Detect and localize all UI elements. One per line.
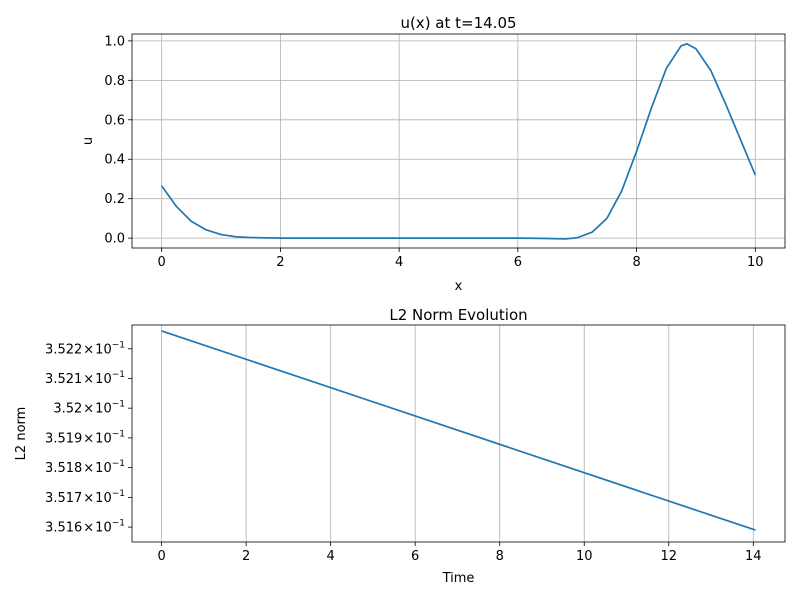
x-tick-label: 6 (411, 549, 419, 564)
y-tick-label: 3.516×10−1 (45, 519, 125, 536)
y-tick-label: 0.8 (104, 74, 125, 89)
y-tick-label: 0.2 (104, 192, 125, 207)
y-axis-label: L2 norm (14, 407, 29, 461)
y-tick-label: 3.517×10−1 (45, 489, 125, 506)
x-tick-label: 8 (632, 255, 640, 270)
y-tick-label: 3.522×10−1 (45, 340, 125, 357)
series-layer (161, 330, 756, 531)
x-tick-label: 6 (514, 255, 522, 270)
x-tick-label: 2 (242, 549, 250, 564)
x-tick-label: 10 (747, 255, 764, 270)
y-tick-label: 3.519×10−1 (45, 429, 125, 446)
series-layer (160, 43, 757, 240)
x-tick-label: 0 (157, 549, 165, 564)
y-axis-label: u (81, 137, 96, 145)
grid-lines (132, 34, 785, 248)
x-axis-label: Time (442, 571, 475, 586)
grid-lines (161, 325, 754, 542)
x-tick-label: 12 (660, 549, 677, 564)
x-tick-label: 4 (395, 255, 403, 270)
x-tick-label: 4 (327, 549, 335, 564)
x-tick-label: 8 (496, 549, 504, 564)
tick-layer: 0 2 4 6 8 10 0.0 0.2 0.4 0.6 0.8 1.0 (104, 34, 763, 270)
y-tick-label: 0.4 (104, 153, 125, 168)
x-tick-label: 10 (576, 549, 593, 564)
y-tick-label: 0.6 (104, 113, 125, 128)
chart-title: u(x) at t=14.05 (400, 14, 516, 32)
chart-l2-norm: 0 2 4 6 8 10 12 14 3.516×10−1 3.517×10−1 3.518×10−… (14, 306, 786, 586)
series-line (161, 330, 756, 531)
x-tick-label: 14 (745, 549, 762, 564)
axes-frame (131, 324, 786, 543)
tick-layer: 0 2 4 6 8 10 12 14 3.516×10−1 3.517×10−1 3.518×10−… (45, 340, 762, 564)
chart-title: L2 Norm Evolution (389, 306, 527, 324)
y-tick-label: 3.52×10−1 (53, 400, 125, 417)
y-tick-label: 3.518×10−1 (45, 459, 125, 476)
x-tick-label: 0 (158, 255, 166, 270)
axes-frame (131, 33, 786, 249)
y-tick-label: 1.0 (104, 34, 125, 49)
y-tick-label: 0.0 (104, 232, 125, 247)
y-tick-label: 3.521×10−1 (45, 370, 125, 387)
series-line (160, 43, 757, 240)
chart-u-of-x: 0 2 4 6 8 10 0.0 0.2 0.4 0.6 0.8 1.0 u(x) at t=14.0… (81, 14, 786, 294)
x-axis-label: x (455, 279, 463, 294)
x-tick-label: 2 (276, 255, 284, 270)
